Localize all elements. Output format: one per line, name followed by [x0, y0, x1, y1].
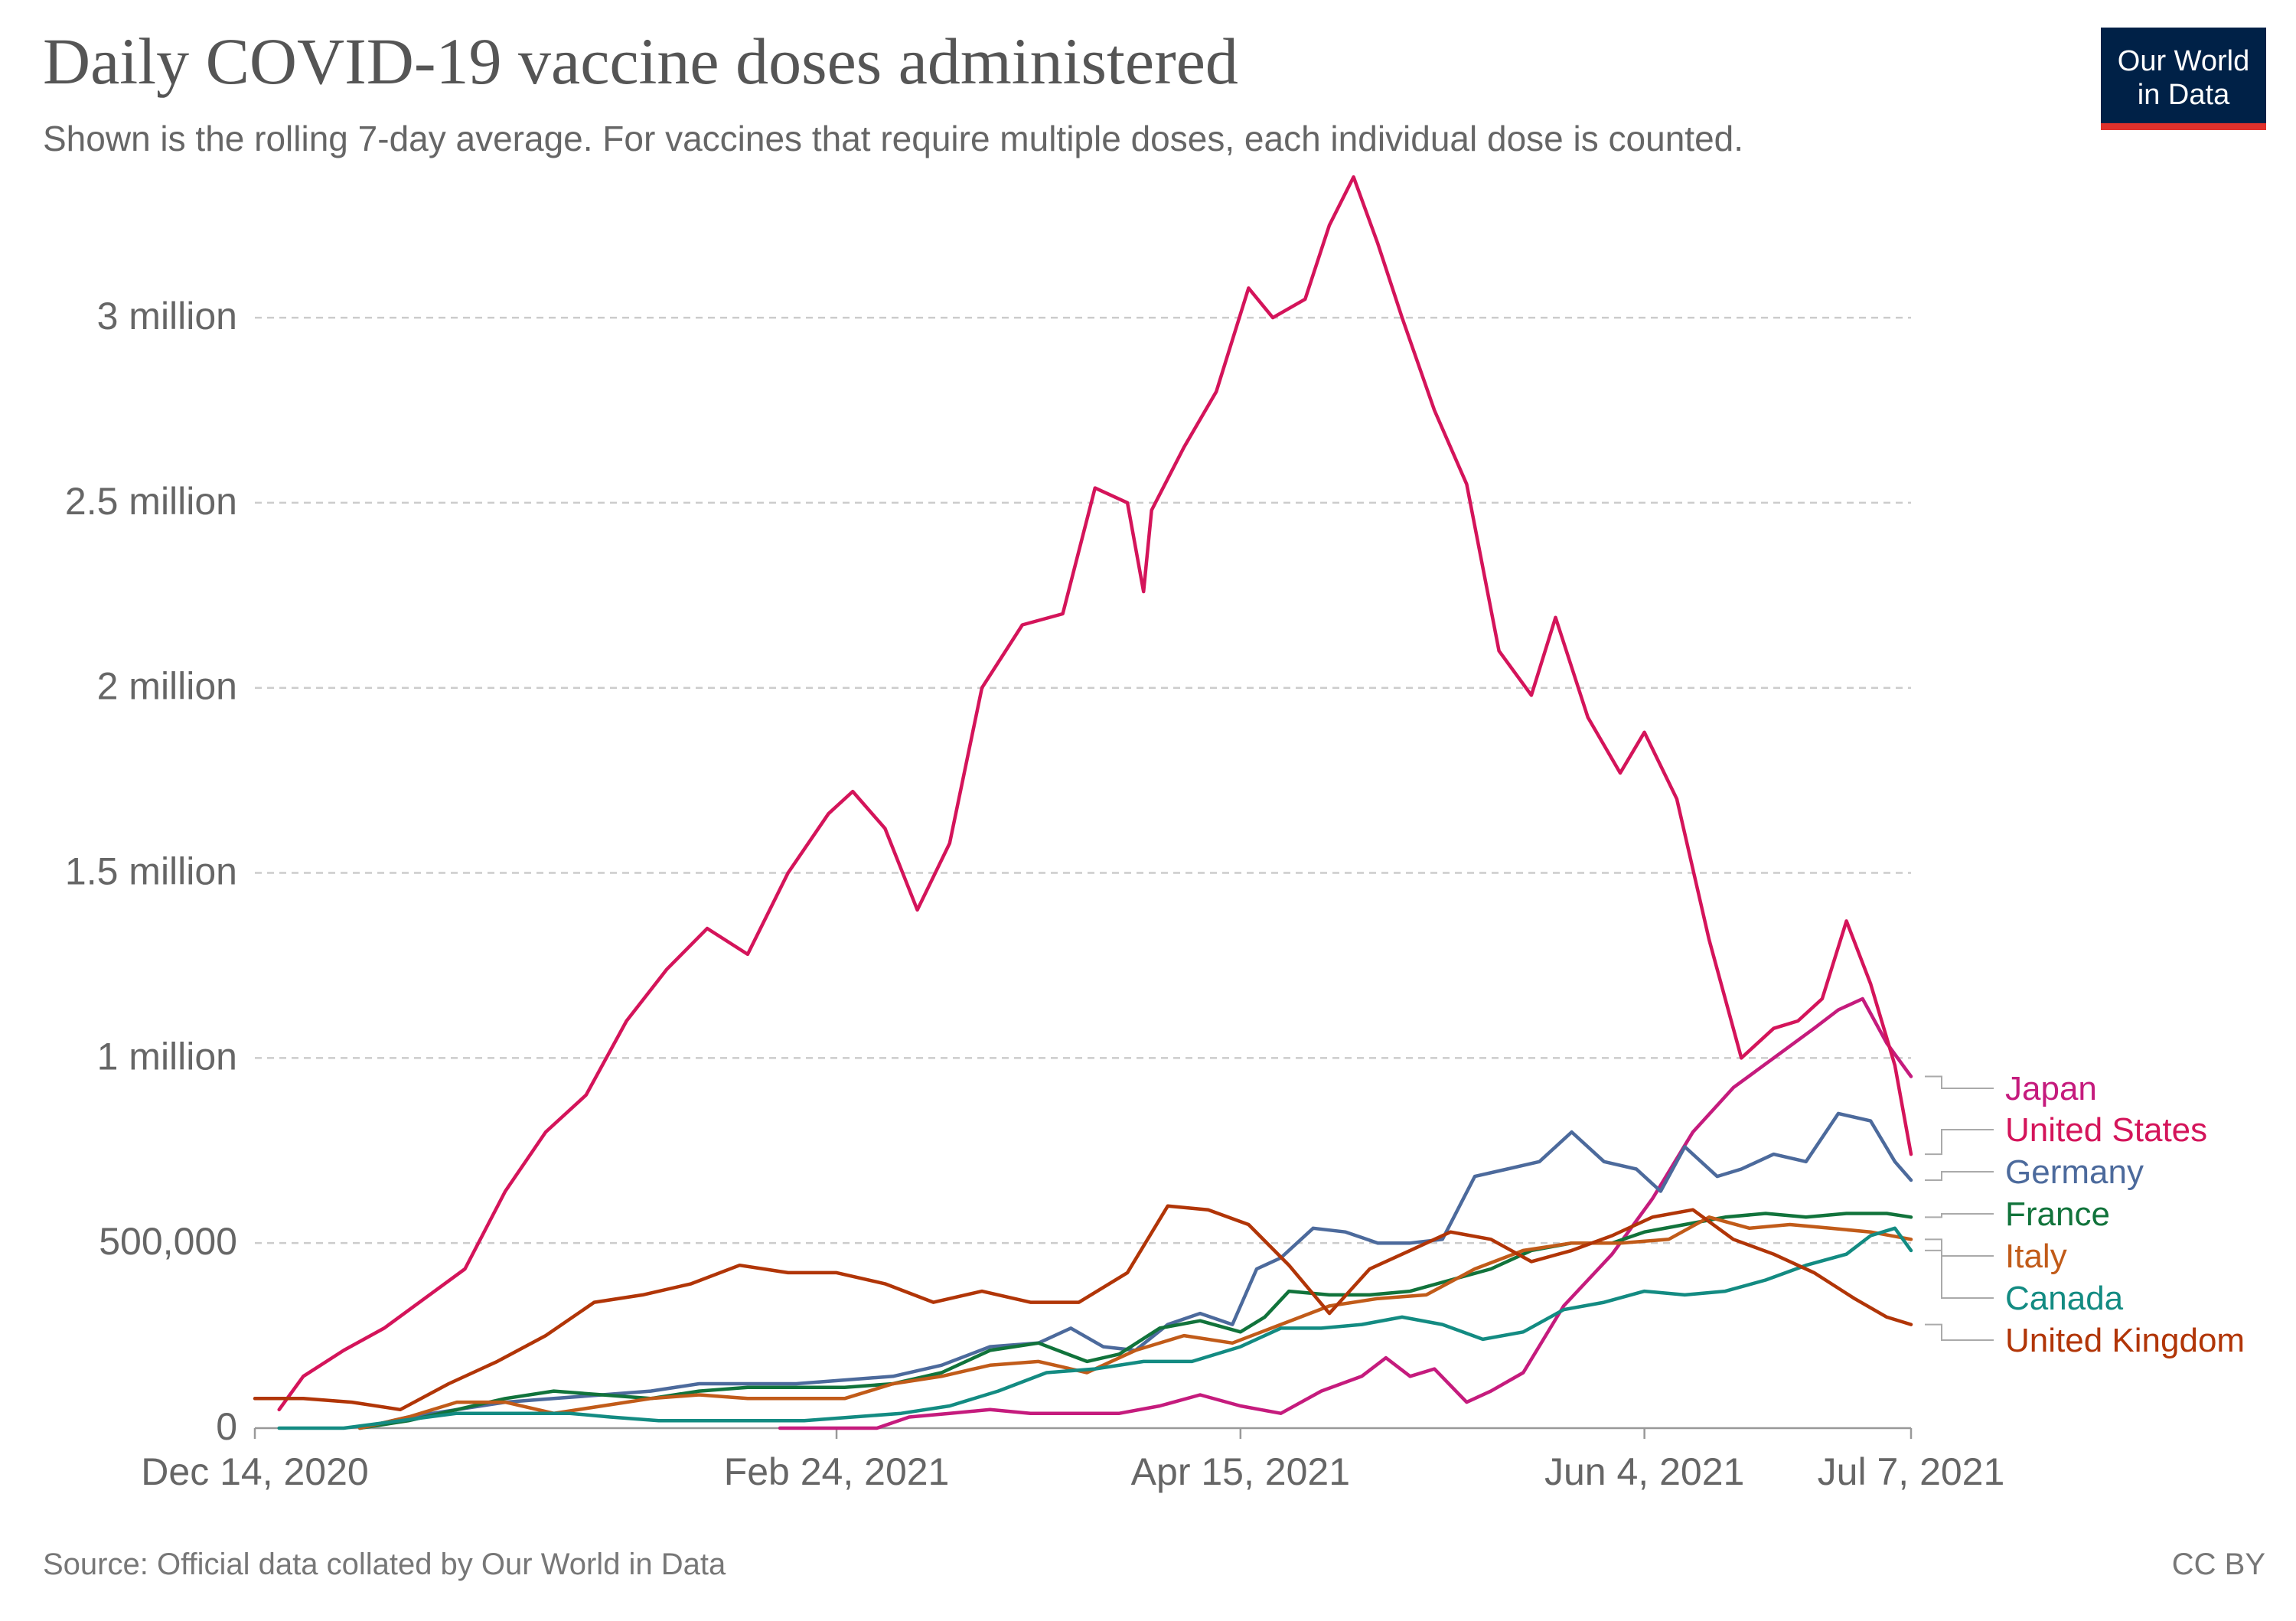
x-tick-label: Jun 4, 2021 — [1544, 1450, 1744, 1493]
legend-label[interactable]: France — [2005, 1195, 2110, 1233]
y-tick-label: 500,000 — [99, 1220, 237, 1263]
legend: Japan United States Germany France Italy Cana… — [1925, 1070, 2245, 1359]
logo-line-2: in Data — [2137, 79, 2230, 111]
legend-label[interactable]: Germany — [2005, 1153, 2144, 1191]
chart-subtitle: Shown is the rolling 7-day average. For … — [43, 119, 1744, 158]
legend-label[interactable]: Japan — [2005, 1070, 2097, 1107]
x-tick-label: Dec 14, 2020 — [141, 1450, 368, 1493]
legend-label[interactable]: Italy — [2005, 1238, 2067, 1275]
legend-label[interactable]: United Kingdom — [2005, 1322, 2245, 1359]
y-tick-label: 1.5 million — [65, 850, 237, 893]
legend-connector — [1925, 1129, 1994, 1156]
legend-label[interactable]: Canada — [2005, 1280, 2124, 1317]
legend-connector — [1925, 1075, 1994, 1089]
x-tick-label: Apr 15, 2021 — [1131, 1450, 1350, 1493]
series-line-united-states[interactable] — [277, 175, 1913, 1412]
legend-connector — [1925, 1249, 1994, 1299]
chart-title: Daily COVID-19 vaccine doses administere… — [43, 24, 1238, 98]
source-note: Source: Official data collated by Our Wo… — [43, 1548, 726, 1581]
gridlines — [255, 316, 1911, 1244]
series-line-germany[interactable] — [357, 1111, 1913, 1430]
series-line-italy[interactable] — [357, 1215, 1913, 1430]
axes: 0 500,000 1 million 1.5 million 2 million 2.5… — [65, 295, 2004, 1493]
license-link[interactable]: CC BY — [2171, 1548, 2265, 1581]
y-tick-label: 1 million — [97, 1035, 237, 1078]
series-lines — [253, 175, 1913, 1430]
series-line-canada[interactable] — [277, 1226, 1913, 1430]
owid-logo[interactable]: Our World in Data — [2101, 28, 2266, 130]
legend-label[interactable]: United States — [2005, 1111, 2207, 1149]
series-line-japan[interactable] — [778, 996, 1913, 1430]
x-tick-label: Feb 24, 2021 — [724, 1450, 950, 1493]
legend-connector — [1925, 1323, 1994, 1341]
logo-line-1: Our World — [2117, 45, 2250, 77]
y-tick-label: 0 — [216, 1405, 237, 1448]
y-tick-label: 3 million — [97, 295, 237, 338]
legend-connector — [1925, 1171, 1994, 1181]
legend-connector — [1925, 1213, 1994, 1218]
x-tick-label: Jul 7, 2021 — [1818, 1450, 2005, 1493]
y-tick-label: 2.5 million — [65, 480, 237, 523]
legend-connector — [1925, 1238, 1994, 1257]
series-line-united-kingdom[interactable] — [253, 1204, 1913, 1412]
y-tick-label: 2 million — [97, 665, 237, 708]
